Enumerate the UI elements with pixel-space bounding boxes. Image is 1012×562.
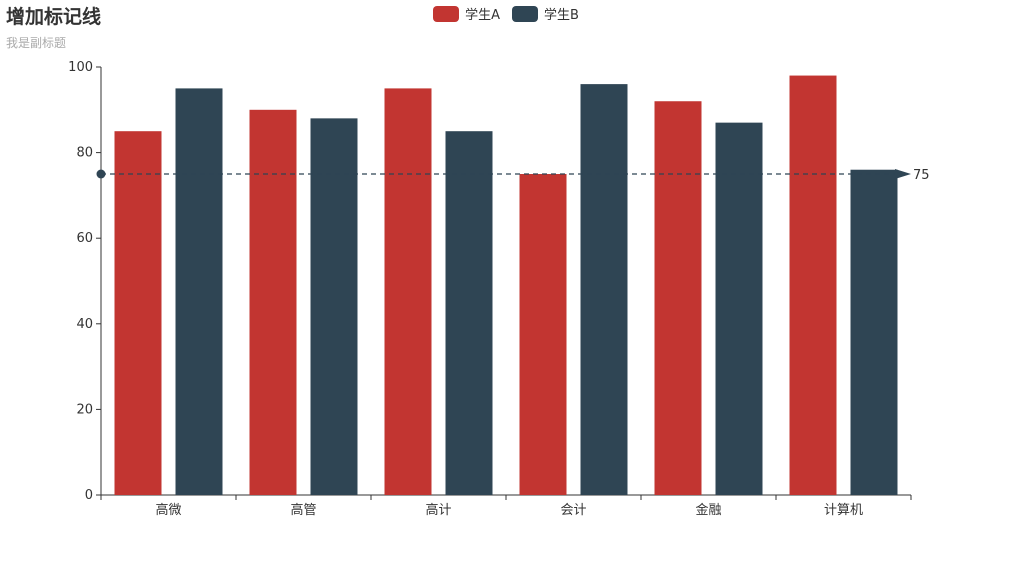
- x-tick-label: 高计: [425, 502, 451, 518]
- legend: 学生A 学生B: [0, 4, 1012, 23]
- y-tick-label: 40: [76, 317, 93, 332]
- bar-series-b: [715, 122, 763, 495]
- legend-swatch-series-b: [511, 5, 538, 22]
- y-tick-label: 20: [76, 402, 93, 417]
- y-tick-label: 0: [85, 488, 93, 503]
- bar-series-b: [310, 118, 358, 496]
- x-tick-label: 会计: [560, 503, 586, 518]
- bar-series-b: [175, 88, 223, 496]
- bar-series-a: [114, 131, 162, 495]
- bar-series-a: [519, 174, 567, 495]
- x-tick-label: 高管: [290, 502, 316, 518]
- bar-series-a: [384, 88, 432, 496]
- markline-arrow: [895, 169, 911, 179]
- legend-item-series-b[interactable]: 学生B: [511, 4, 579, 23]
- bar-series-a: [249, 109, 297, 496]
- bar-series-b: [850, 169, 898, 495]
- x-tick-label: 高微: [155, 502, 181, 518]
- markline-start-dot: [96, 169, 106, 179]
- chart-title: 增加标记线: [6, 6, 102, 28]
- legend-swatch-series-a: [433, 5, 460, 22]
- y-tick-label: 80: [76, 146, 93, 161]
- legend-label-series-b: 学生B: [543, 8, 579, 23]
- y-tick-label: 60: [76, 231, 93, 246]
- legend-label-series-a: 学生A: [465, 8, 500, 23]
- y-tick-label: 100: [68, 60, 93, 75]
- x-tick-label: 计算机: [824, 503, 863, 518]
- bar-series-b: [580, 84, 628, 496]
- bar-series-b: [445, 131, 493, 495]
- x-tick-label: 金融: [695, 502, 721, 518]
- markline-label: 75: [913, 168, 930, 183]
- legend-item-series-a[interactable]: 学生A: [433, 4, 500, 23]
- bar-series-a: [654, 101, 702, 496]
- bar-series-a: [789, 75, 837, 495]
- chart-subtitle: 我是副标题: [6, 36, 67, 50]
